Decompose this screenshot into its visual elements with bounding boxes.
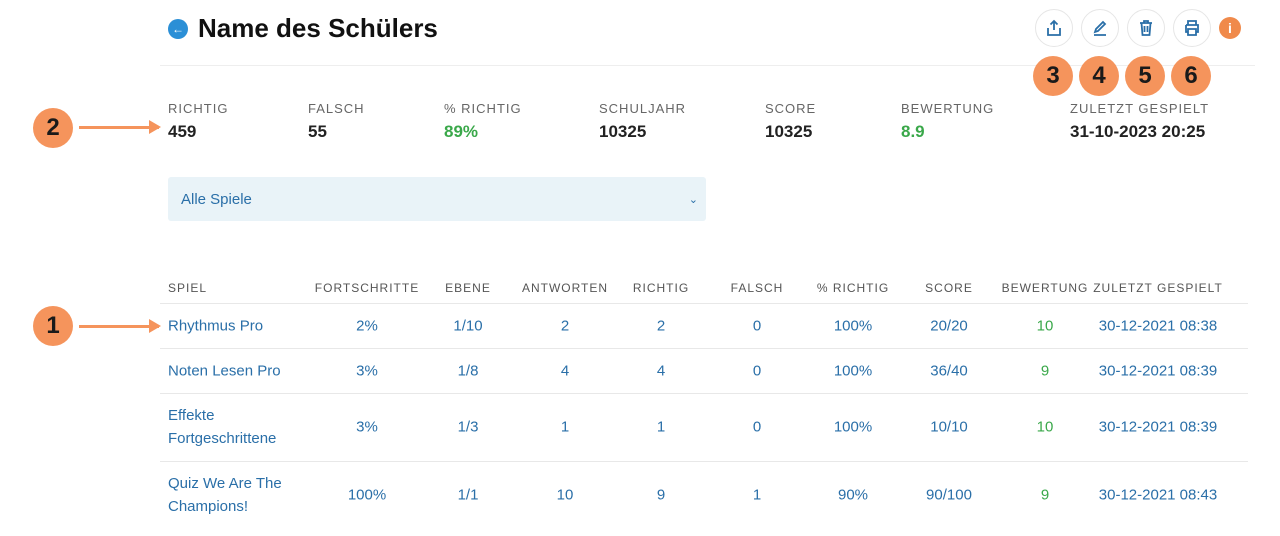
table-cell: 4 [560,362,570,380]
stat-value: 459 [168,122,197,141]
stat-label: FALSCH [308,101,365,116]
annotation-badge-1: 1 [33,306,73,346]
column-header[interactable]: SPIEL [168,281,208,295]
table-cell: 100% [833,418,873,436]
stat-score: SCORE 10325 [765,101,816,142]
printer-icon [1185,20,1199,36]
stat-schuljahr: SCHULJAHR 10325 [599,101,686,142]
annotation-badge-3: 3 [1033,56,1073,96]
column-header[interactable]: FORTSCHRITTE [314,281,420,295]
game-link[interactable]: Effekte Fortgeschrittene [168,407,277,447]
annotation-arrow [79,319,161,333]
table-cell: 4 [656,362,666,380]
game-link[interactable]: Quiz We Are The Champions! [168,475,282,515]
info-icon[interactable]: i [1219,17,1241,39]
table-cell: 1/10 [453,317,483,335]
stat-label: % RICHTIG [444,101,522,116]
stat-value: 55 [308,122,327,141]
stat-label: BEWERTUNG [901,101,995,116]
table-cell: 1 [560,418,570,436]
table-cell: 3% [356,418,378,436]
share-button[interactable] [1035,9,1073,47]
table-cell: 90/100 [926,486,972,504]
column-header[interactable]: EBENE [445,281,491,295]
row-divider [160,461,1248,462]
stat-value: 89% [444,122,479,141]
column-header[interactable]: BEWERTUNG [1001,281,1089,295]
table-cell: 1/3 [457,418,479,436]
table-cell: 30-12-2021 08:38 [1098,317,1218,335]
divider [160,65,1255,66]
stat-zuletzt-gespielt: ZULETZT GESPIELT 31-10-2023 20:25 [1070,101,1209,142]
row-divider [160,393,1248,394]
annotation-badge-6: 6 [1171,56,1211,96]
table-cell: 20/20 [930,317,968,335]
column-header[interactable]: RICHTIG [632,281,690,295]
row-divider [160,348,1248,349]
column-header[interactable]: SCORE [925,281,973,295]
print-button[interactable] [1173,9,1211,47]
pencil-icon [1093,20,1107,36]
table-cell: 30-12-2021 08:39 [1098,362,1218,380]
table-cell: 9 [1040,486,1050,504]
stat-label: SCHULJAHR [599,101,687,116]
table-cell: 36/40 [930,362,968,380]
table-cell: 10 [1036,317,1054,335]
stat-bewertung: BEWERTUNG 8.9 [901,101,994,142]
delete-button[interactable] [1127,9,1165,47]
stat-label: ZULETZT GESPIELT [1070,101,1210,116]
table-cell: 9 [656,486,666,504]
game-filter-select[interactable]: Alle Spiele ⌄ [168,177,706,221]
chevron-down-icon: ⌄ [688,193,698,206]
stat-value: 10325 [765,122,813,141]
row-divider [160,303,1248,304]
column-header[interactable]: FALSCH [730,281,784,295]
stat-falsch: FALSCH 55 [308,101,365,142]
annotation-badge-5: 5 [1125,56,1165,96]
column-header[interactable]: ANTWORTEN [521,281,609,295]
stat-value: 8.9 [901,122,925,141]
stat-richtig: RICHTIG 459 [168,101,228,142]
game-link[interactable]: Noten Lesen Pro [168,362,281,380]
game-link[interactable]: Rhythmus Pro [168,317,264,335]
stat-value: 31-10-2023 20:25 [1070,122,1206,141]
column-header[interactable]: ZULETZT GESPIELT [1093,281,1223,295]
annotation-badge-2: 2 [33,108,73,148]
table-cell: 90% [837,486,869,504]
stat-richtig: % RICHTIG 89% [444,101,522,142]
table-cell: 3% [356,362,378,380]
page-title: ← Name des Schülers [168,13,438,44]
share-icon [1047,19,1061,36]
table-cell: 1 [752,486,762,504]
back-icon[interactable]: ← [168,18,188,39]
table-cell: 0 [752,362,762,380]
table-cell: 0 [752,317,762,335]
table-cell: 2 [560,317,570,335]
table-cell: 30-12-2021 08:39 [1098,418,1218,436]
table-cell: 9 [1040,362,1050,380]
table-cell: 1/8 [457,362,479,380]
table-cell: 2% [356,317,378,335]
table-cell: 30-12-2021 08:43 [1098,486,1218,504]
table-cell: 2 [656,317,666,335]
column-header[interactable]: % RICHTIG [816,281,890,295]
annotation-arrow [79,120,161,134]
table-cell: 10/10 [930,418,968,436]
table-cell: 100% [347,486,387,504]
stat-value: 10325 [599,122,647,141]
table-cell: 1 [656,418,666,436]
stat-label: SCORE [765,101,817,116]
table-cell: 1/1 [457,486,479,504]
edit-button[interactable] [1081,9,1119,47]
table-cell: 10 [556,486,574,504]
table-cell: 0 [752,418,762,436]
table-cell: 10 [1036,418,1054,436]
annotation-badge-4: 4 [1079,56,1119,96]
trash-icon [1140,20,1152,36]
table-cell: 100% [833,317,873,335]
stat-label: RICHTIG [168,101,229,116]
table-cell: 100% [833,362,873,380]
